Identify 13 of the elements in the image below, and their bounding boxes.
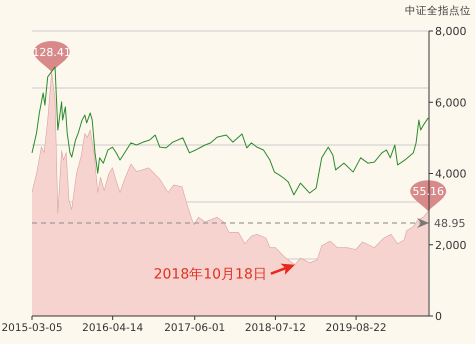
ref-line-label: 48.95 bbox=[434, 216, 466, 230]
x-tick-label: 2016-04-14 bbox=[82, 322, 144, 334]
y2-axis-title: 中证全指点位 bbox=[405, 4, 471, 17]
y2-tick-label: 4,000 bbox=[435, 168, 466, 180]
x-tick-label: 2019-08-22 bbox=[326, 322, 387, 334]
y2-tick-label: 2,000 bbox=[435, 238, 466, 252]
y2-tick-label: 0 bbox=[435, 310, 442, 323]
annotation: 2018年10月18日 bbox=[154, 266, 267, 283]
y2-tick-label: 8,000 bbox=[435, 25, 466, 38]
x-tick-label: 2015-03-05 bbox=[1, 322, 63, 334]
x-tick-label: 2017-06-01 bbox=[164, 322, 226, 334]
y2-tick-label: 6,000 bbox=[435, 96, 466, 110]
x-tick-label: 2018-07-12 bbox=[244, 322, 306, 334]
